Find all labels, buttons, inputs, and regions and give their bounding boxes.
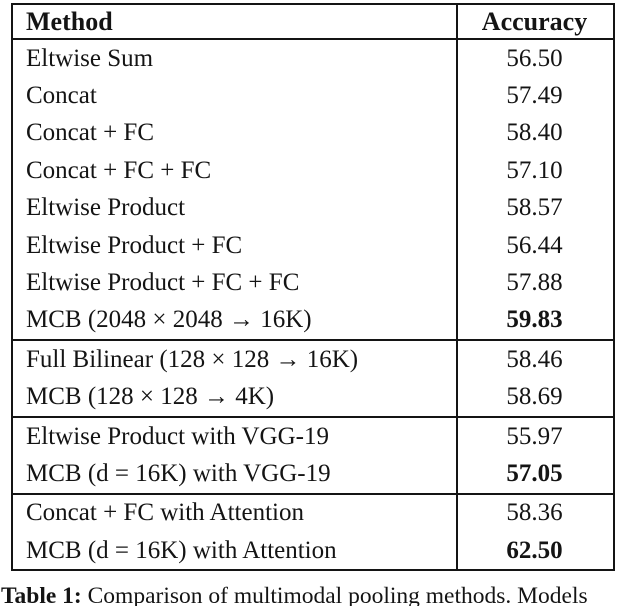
method-cell: Eltwise Product: [13, 189, 458, 227]
table-row: Concat 57.49: [13, 77, 613, 115]
method-cell: Concat + FC + FC: [13, 152, 458, 190]
accuracy-cell: 56.50: [506, 44, 563, 72]
method-column-header: Method: [13, 5, 458, 38]
accuracy-cell: 57.49: [506, 82, 563, 110]
table-group-attention: Concat + FC with Attention 58.36 MCB (d …: [13, 492, 613, 570]
accuracy-cell: 58.69: [506, 383, 563, 411]
method-cell: MCB (2048 × 2048 → 16K): [13, 301, 458, 340]
accuracy-cell: 58.57: [506, 194, 563, 222]
table-row: Eltwise Product + FC 56.44: [13, 226, 613, 265]
method-cell: MCB (d = 16K) with Attention: [13, 532, 458, 570]
table-caption-text: Comparison of multimodal pooling methods…: [81, 583, 588, 606]
table-row: Concat + FC with Attention 58.36: [13, 494, 613, 533]
accuracy-cell: 58.40: [506, 119, 563, 147]
method-cell: Eltwise Product + FC: [13, 226, 458, 265]
method-cell: Concat: [13, 77, 458, 115]
table-row: MCB (d = 16K) with Attention 62.50: [13, 532, 613, 570]
method-cell: Eltwise Product with VGG-19: [13, 417, 458, 456]
table-group-pooling: Eltwise Sum 56.50 Concat 57.49 Concat + …: [13, 40, 613, 340]
method-cell: Concat + FC with Attention: [13, 494, 458, 533]
table-group-bilinear: Full Bilinear (128 × 128 → 16K) 58.46 MC…: [13, 339, 613, 416]
method-cell: Full Bilinear (128 × 128 → 16K): [13, 341, 458, 379]
method-cell: Concat + FC: [13, 114, 458, 153]
table-header-row: Method Accuracy: [13, 5, 613, 40]
table-caption: Table 1: Comparison of multimodal poolin…: [1, 583, 628, 606]
table-row: MCB (128 × 128 → 4K) 58.69: [13, 378, 613, 416]
table-row: Full Bilinear (128 × 128 → 16K) 58.46: [13, 341, 613, 379]
accuracy-cell: 62.50: [506, 536, 563, 564]
table-row: Eltwise Sum 56.50: [13, 40, 613, 78]
accuracy-cell: 57.10: [506, 156, 563, 184]
accuracy-cell: 57.88: [506, 269, 563, 297]
accuracy-cell: 57.05: [506, 459, 563, 487]
table-row: Concat + FC 58.40: [13, 114, 613, 153]
table-row: Eltwise Product 58.57: [13, 189, 613, 227]
table-caption-label: Table 1:: [1, 583, 82, 606]
accuracy-column-header: Accuracy: [481, 6, 588, 36]
method-cell: Eltwise Sum: [13, 40, 458, 78]
accuracy-cell: 56.44: [506, 231, 563, 259]
accuracy-cell: 59.83: [506, 306, 563, 334]
accuracy-cell: 55.97: [506, 422, 563, 450]
table-row: MCB (d = 16K) with VGG-19 57.05: [13, 455, 613, 493]
table-row: Concat + FC + FC 57.10: [13, 152, 613, 190]
table-group-vgg19: Eltwise Product with VGG-19 55.97 MCB (d…: [13, 415, 613, 493]
accuracy-cell: 58.46: [506, 345, 563, 373]
table-row: Eltwise Product with VGG-19 55.97: [13, 417, 613, 456]
method-cell: MCB (128 × 128 → 4K): [13, 378, 458, 416]
accuracy-cell: 58.36: [506, 499, 563, 527]
method-cell: MCB (d = 16K) with VGG-19: [13, 455, 458, 493]
table-row: MCB (2048 × 2048 → 16K) 59.83: [13, 301, 613, 340]
method-cell: Eltwise Product + FC + FC: [13, 264, 458, 302]
results-table: Method Accuracy Eltwise Sum 56.50 Concat…: [11, 3, 615, 572]
table-row: Eltwise Product + FC + FC 57.88: [13, 264, 613, 302]
